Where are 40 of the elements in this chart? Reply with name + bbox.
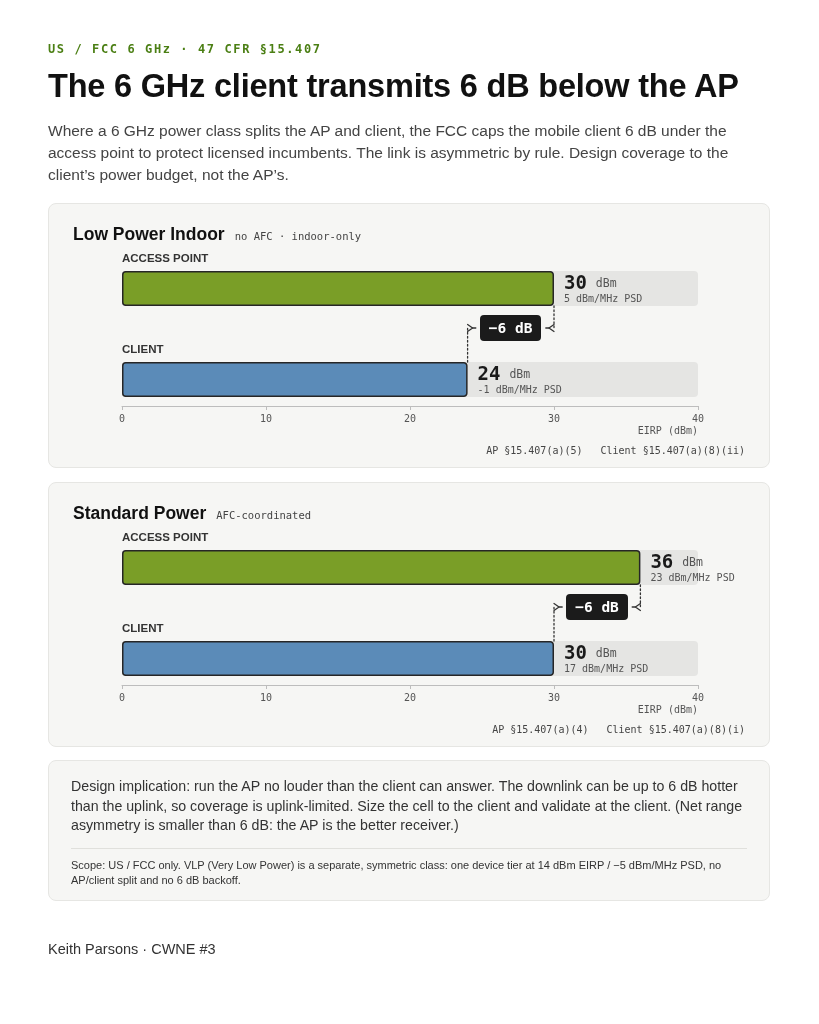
y-tick-label: ACCESS POINT bbox=[122, 530, 209, 543]
x-tick-label: 0 bbox=[118, 691, 126, 703]
x-tick-label: 30 bbox=[547, 412, 561, 424]
annotation: 23 dBm/MHz PSD bbox=[650, 572, 735, 584]
text: Scope: US / FCC only. VLP (Very Low Power) is a separate, symmetric class: one device tier at 14 dBm EIRP / −5 dBm/MHz PSD, no AP/client split and no 6 dB backoff. bbox=[71, 857, 723, 888]
chart-title: Low Power Indoor bbox=[73, 224, 225, 244]
text: Where a 6 GHz power class splits the AP and client, the FCC caps the mobile client 6 dB under the access point to protect licensed incumbents. The link is asymmetric by rule. Design coverage to the client’s power budget, not the AP’s. bbox=[48, 121, 730, 185]
chart-subtitle: AFC-coordinated bbox=[216, 509, 312, 521]
text: US / FCC 6 GHz · 47 CFR §15.407 bbox=[48, 42, 323, 56]
text: The 6 GHz client transmits 6 dB below the AP bbox=[48, 67, 740, 106]
x-tick-label: 20 bbox=[403, 691, 417, 703]
y-tick-label: CLIENT bbox=[122, 342, 164, 355]
x-tick-label: 10 bbox=[259, 691, 273, 703]
text: AP §15.407(a)(4) bbox=[492, 723, 589, 737]
text: AP §15.407(a)(5) bbox=[486, 444, 583, 458]
text: Keith Parsons · CWNE #3 bbox=[48, 939, 217, 959]
x-tick-label: 40 bbox=[691, 691, 705, 703]
data-label: 30 dBm bbox=[564, 640, 617, 663]
chart-subtitle: no AFC · indoor-only bbox=[234, 230, 362, 242]
data-label: 36 dBm bbox=[650, 549, 704, 572]
x-tick-label: 30 bbox=[547, 691, 561, 703]
annotation: −6 dB bbox=[479, 315, 542, 341]
x-axis-title: EIRP (dBm) bbox=[637, 703, 698, 715]
annotation: -1 dBm/MHz PSD bbox=[477, 384, 562, 396]
data-label: 24 dBm bbox=[477, 361, 531, 384]
annotation: 17 dBm/MHz PSD bbox=[564, 663, 649, 675]
text: Client §15.407(a)(8)(i) bbox=[606, 723, 745, 737]
annotation: 5 dBm/MHz PSD bbox=[564, 293, 643, 305]
x-tick-label: 0 bbox=[118, 412, 126, 424]
data-label: 30 dBm bbox=[564, 270, 617, 293]
x-tick-label: 20 bbox=[403, 412, 417, 424]
text: Design implication: run the AP no louder than the client can answer. The downlink can be up to 6 dB hotter than the uplink, so coverage is uplink-limited. Size the cell to the client and validate at the client. (Net range asymmetry is smaller than 6 dB: the AP is the better receiver.) bbox=[71, 777, 744, 835]
y-tick-label: ACCESS POINT bbox=[122, 251, 209, 264]
x-tick-label: 10 bbox=[259, 412, 273, 424]
x-tick-label: 40 bbox=[691, 412, 705, 424]
y-tick-label: CLIENT bbox=[122, 621, 164, 634]
chart-title: Standard Power bbox=[73, 503, 207, 523]
text: Client §15.407(a)(8)(ii) bbox=[600, 444, 745, 458]
annotation: −6 dB bbox=[566, 594, 628, 620]
x-axis-title: EIRP (dBm) bbox=[637, 424, 698, 436]
